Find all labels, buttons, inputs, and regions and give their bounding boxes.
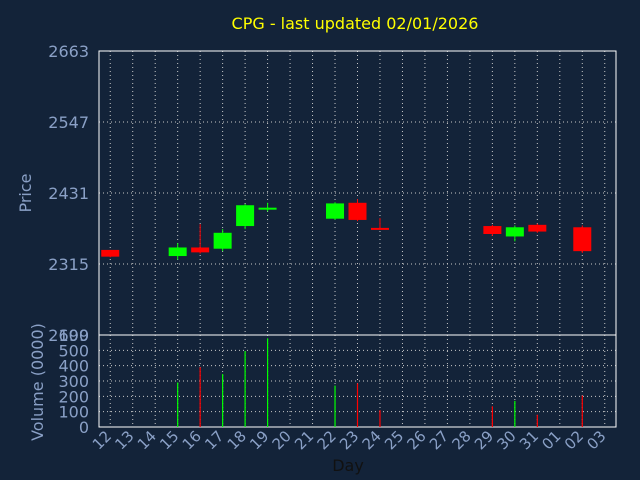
- candle-body: [348, 202, 367, 220]
- volume-tick-label: 300: [58, 372, 89, 391]
- candle-body: [191, 247, 210, 253]
- volume-tick-label: 400: [58, 357, 89, 376]
- price-tick-label: 2547: [48, 113, 89, 132]
- price-axis-label: Price: [16, 173, 35, 212]
- volume-tick-label: 500: [58, 341, 89, 360]
- price-tick-label: 2663: [48, 42, 89, 61]
- volume-tick-label: 100: [58, 403, 89, 422]
- price-tick-label: 2199: [48, 326, 89, 345]
- price-tick-label: 2431: [48, 184, 89, 203]
- candle-body: [528, 224, 547, 232]
- candle-body: [236, 205, 255, 227]
- candle-body: [483, 226, 502, 235]
- chart-title: CPG - last updated 02/01/2026: [231, 14, 479, 33]
- candle-body: [168, 247, 187, 257]
- price-tick-label: 2315: [48, 255, 89, 274]
- volume-tick-label: 600: [58, 326, 89, 345]
- volume-tick-label: 0: [79, 418, 89, 437]
- volume-axis-label: Volume (0000): [28, 323, 47, 441]
- candle-body: [326, 203, 345, 219]
- candle-body: [258, 207, 277, 210]
- price-plot-frame: [98, 50, 617, 336]
- volume-tick-label: 200: [58, 387, 89, 406]
- candle-body: [370, 227, 389, 230]
- candle-body: [213, 232, 232, 249]
- candle-body: [573, 227, 592, 252]
- candle-body: [505, 227, 524, 237]
- x-axis-label: Day: [332, 456, 364, 475]
- x-tick-label: 03: [583, 427, 609, 453]
- candle-body: [101, 249, 120, 257]
